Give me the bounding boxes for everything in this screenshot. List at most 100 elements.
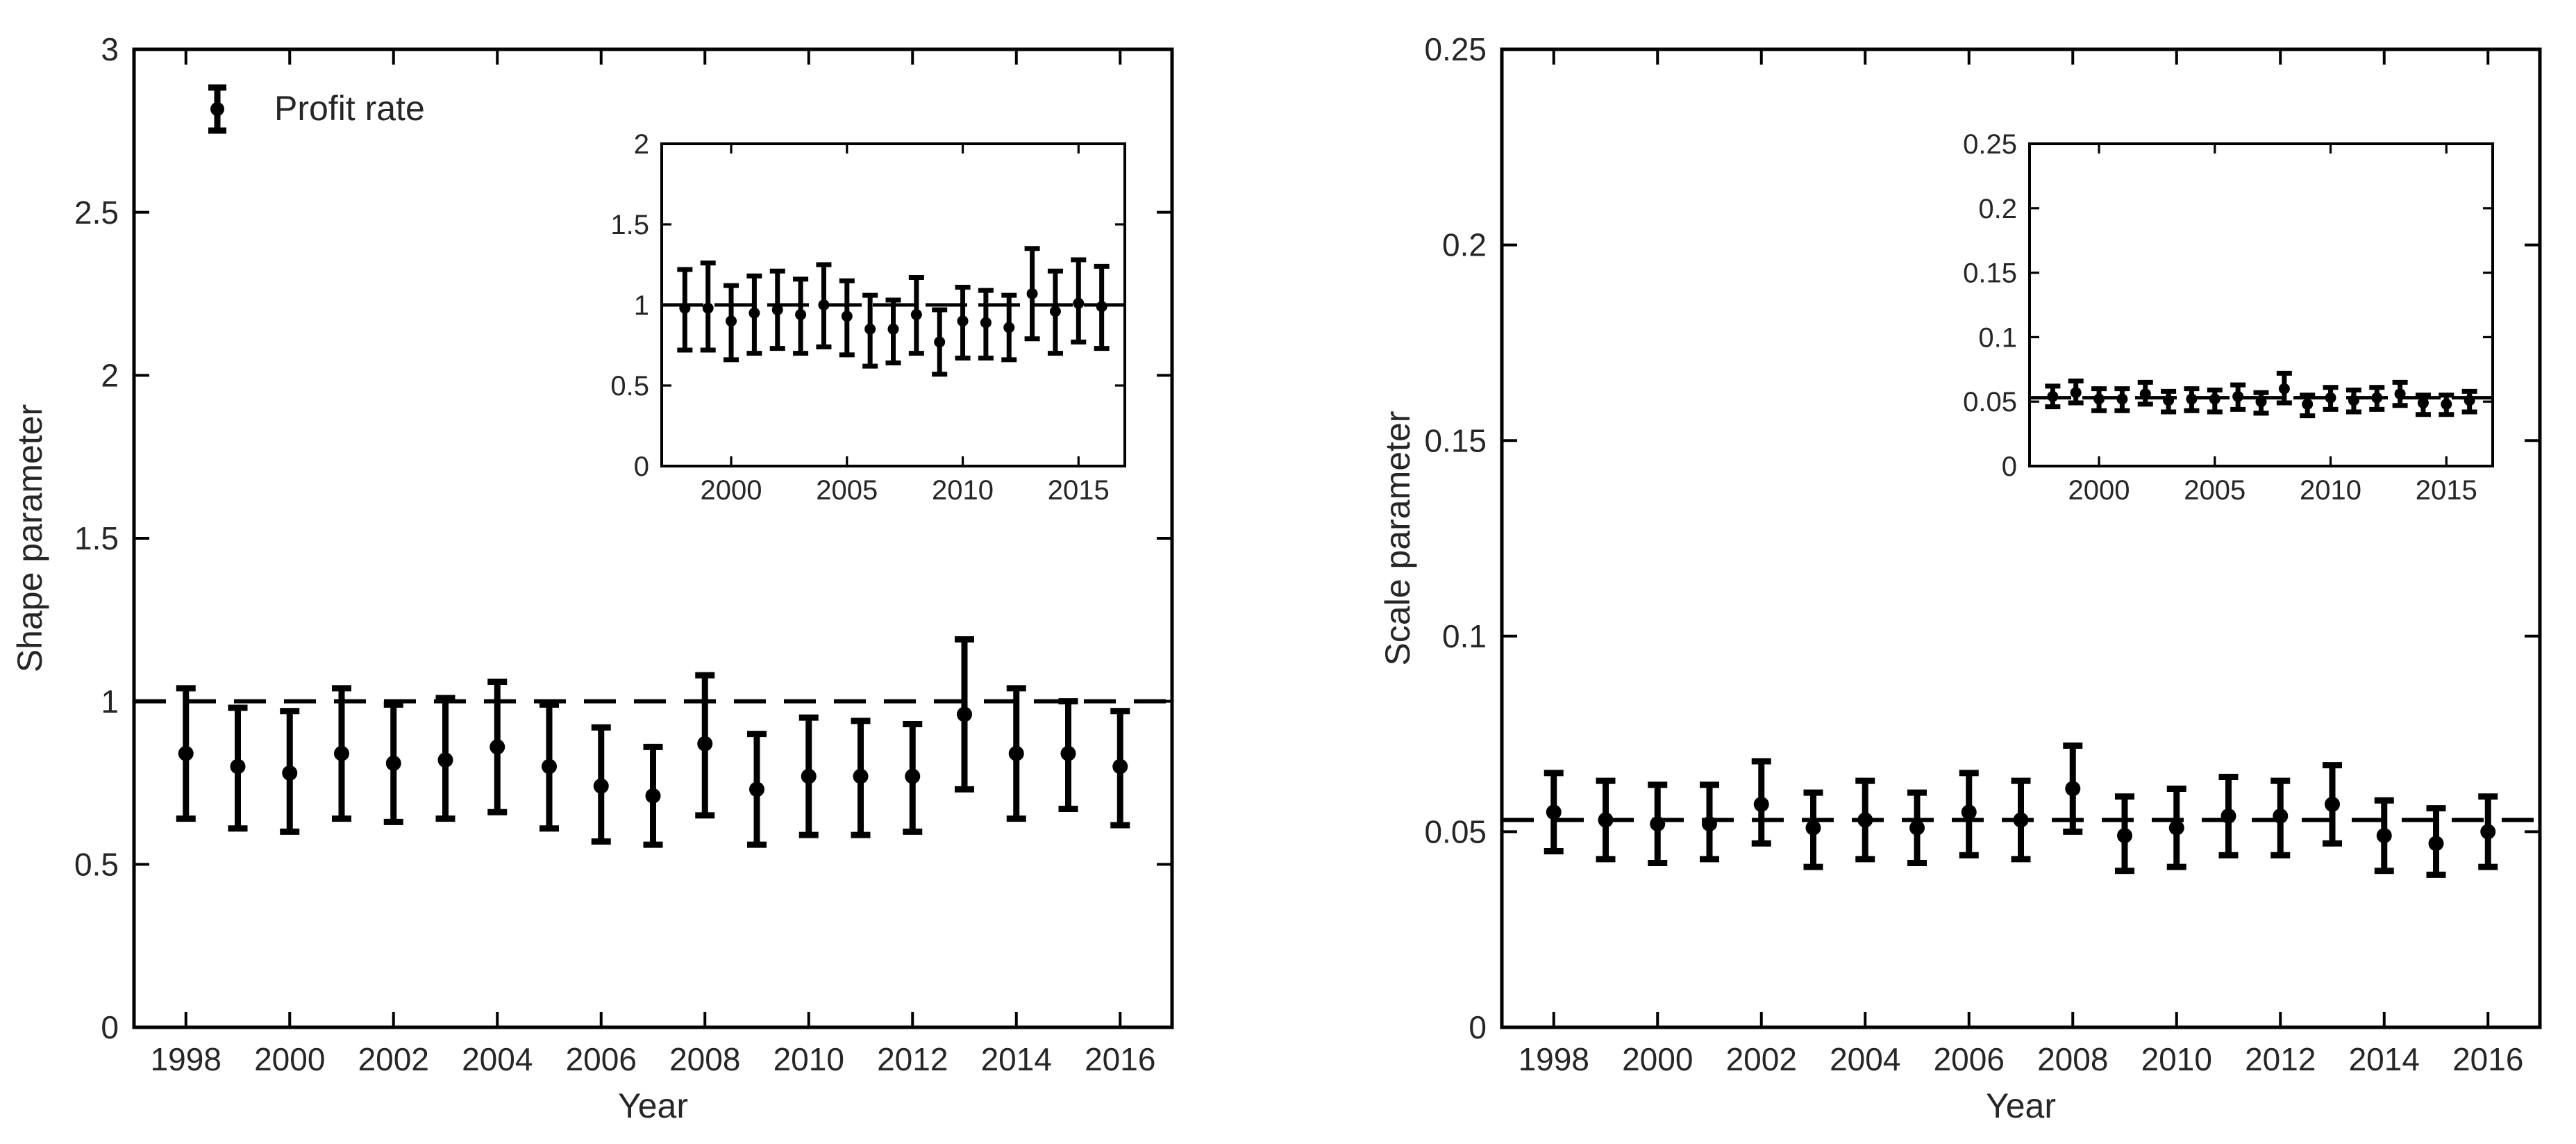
y-tick-label: 2.5 — [74, 194, 119, 231]
data-point — [2139, 388, 2151, 400]
y-tick-label: 1.5 — [74, 520, 119, 556]
inset-x-tick-label: 2015 — [2416, 475, 2477, 506]
inset-y-tick-label: 0.2 — [1978, 194, 2017, 224]
data-point — [2480, 824, 2496, 840]
data-point — [1805, 820, 1821, 836]
data-point — [2376, 828, 2392, 844]
x-tick-label: 2012 — [2245, 1041, 2316, 1077]
data-point — [1060, 745, 1076, 761]
x-axis-label: Year — [618, 1086, 688, 1125]
data-point — [2325, 392, 2336, 404]
data-point — [2232, 390, 2244, 402]
inset-x-tick-label: 2000 — [2068, 475, 2130, 506]
x-tick-label: 2016 — [2452, 1041, 2523, 1077]
y-tick-label: 0.05 — [1424, 814, 1487, 850]
data-point — [2278, 383, 2290, 395]
axis-box — [1500, 47, 2542, 1029]
legend-label: Profit rate — [274, 89, 425, 128]
inset-x-tick-label: 2005 — [816, 475, 878, 506]
data-point — [697, 736, 713, 752]
inset-y-tick-label: 2 — [634, 129, 649, 160]
x-tick-label: 2016 — [1085, 1041, 1155, 1077]
x-tick-label: 2004 — [462, 1041, 533, 1077]
data-point — [1598, 812, 1614, 828]
data-point — [230, 758, 246, 774]
inset-x-tick-label: 2010 — [2300, 475, 2361, 506]
inset-x-tick-label: 2015 — [1048, 475, 1110, 506]
data-point — [2168, 820, 2184, 836]
data-point — [334, 745, 349, 761]
data-point — [841, 310, 853, 322]
data-point — [1073, 297, 1085, 309]
x-tick-label: 1998 — [151, 1041, 221, 1077]
inset-y-tick-label: 1 — [634, 290, 649, 321]
data-point — [2220, 808, 2236, 824]
data-point — [864, 323, 876, 335]
data-point — [2093, 393, 2105, 405]
y-tick-label: 0.5 — [74, 846, 119, 882]
data-point — [980, 317, 992, 329]
data-point — [887, 323, 899, 335]
x-tick-label: 2008 — [2037, 1041, 2108, 1077]
data-point — [2394, 388, 2406, 400]
x-tick-label: 2002 — [1726, 1041, 1797, 1077]
x-tick-label: 2002 — [358, 1041, 429, 1077]
data-point — [957, 315, 969, 327]
data-point — [1546, 804, 1562, 820]
data-point — [1857, 812, 1873, 828]
x-tick-label: 2014 — [2349, 1041, 2420, 1077]
data-point — [1096, 301, 1107, 313]
data-point — [1909, 820, 1925, 836]
data-point — [853, 768, 869, 784]
inset-y-tick-label: 0.5 — [610, 371, 649, 401]
data-point — [748, 307, 760, 319]
x-tick-label: 2000 — [254, 1041, 325, 1077]
data-point — [178, 745, 194, 761]
y-axis-label: Scale parameter — [1378, 411, 1417, 666]
inset-x-tick-label: 2010 — [932, 475, 994, 506]
data-point — [645, 788, 661, 804]
x-tick-label: 2010 — [2141, 1041, 2212, 1077]
data-point — [2464, 395, 2475, 406]
x-tick-label: 2006 — [1934, 1041, 2005, 1077]
y-tick-label: 0.1 — [1442, 618, 1487, 654]
data-point — [2116, 393, 2128, 405]
data-point — [593, 778, 609, 794]
data-point — [2348, 395, 2359, 406]
y-tick-label: 1 — [101, 683, 119, 720]
data-point — [2163, 395, 2175, 406]
x-tick-label: 2012 — [877, 1041, 948, 1077]
data-point — [1112, 758, 1128, 774]
x-tick-label: 2006 — [566, 1041, 637, 1077]
data-point — [2013, 812, 2029, 828]
inset-y-tick-label: 1.5 — [610, 210, 649, 240]
data-point — [1961, 804, 1977, 820]
data-point — [282, 765, 298, 781]
data-point — [542, 758, 557, 774]
inset-y-tick-label: 0 — [634, 451, 649, 482]
data-point — [957, 706, 972, 722]
inset-axis-box — [2028, 142, 2494, 467]
data-point — [490, 739, 505, 755]
inset-y-tick-label: 0.15 — [1963, 258, 2017, 289]
x-tick-label: 2010 — [773, 1041, 844, 1077]
data-point — [801, 768, 817, 784]
data-point — [1702, 816, 1717, 832]
inset-y-tick-label: 0.05 — [1963, 387, 2017, 417]
data-point — [1650, 816, 1666, 832]
data-point — [2255, 396, 2267, 408]
inset-x-tick-label: 2005 — [2184, 475, 2245, 506]
data-point — [2047, 390, 2059, 402]
data-point — [2186, 393, 2198, 405]
data-point — [1049, 306, 1061, 317]
data-point — [2070, 387, 2082, 399]
data-point — [1008, 745, 1024, 761]
y-tick-label: 2 — [101, 357, 119, 393]
data-point — [437, 752, 453, 768]
data-point — [2371, 392, 2383, 404]
y-axis-label: Shape parameter — [10, 404, 49, 672]
y-tick-label: 0.2 — [1442, 227, 1487, 263]
inset-y-tick-label: 0.25 — [1963, 129, 2017, 160]
inset-x-tick-label: 2000 — [701, 475, 762, 506]
data-point — [1753, 796, 1769, 812]
